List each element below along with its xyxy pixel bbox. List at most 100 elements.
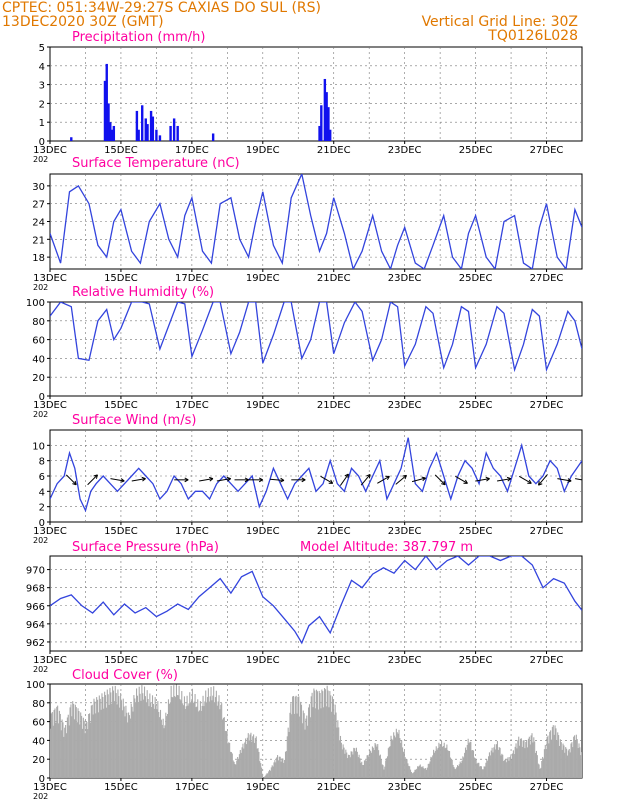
pressure-xtick-label: 25DEC: [459, 655, 493, 666]
wind-arrow-head: [258, 477, 263, 481]
cloud-bar: [472, 750, 474, 778]
cloud-bar: [81, 728, 84, 778]
cloud-bar: [331, 711, 333, 778]
cloud-bar: [178, 685, 180, 778]
cloud-bar: [334, 704, 336, 778]
cloud-bar: [333, 714, 335, 778]
cloud-bar: [462, 756, 464, 778]
cloud-bar: [503, 760, 505, 778]
cloud-bar: [569, 752, 571, 778]
cloud-bar: [160, 719, 162, 778]
cloud-bar: [263, 776, 265, 778]
cloud-bar: [343, 747, 345, 778]
cloud-bar: [196, 706, 198, 778]
cloud-bar: [544, 744, 546, 778]
pressure-xtick-label: 23DEC: [388, 655, 422, 666]
cloud-bar: [61, 719, 63, 778]
wind-arrow-head: [301, 477, 306, 481]
header-model-code: TQ0126L028: [487, 28, 578, 44]
cloud-bar: [538, 764, 540, 778]
cloud-bar: [429, 761, 431, 778]
cloud-bar: [210, 687, 212, 778]
cloud-bar: [539, 768, 541, 778]
cloud-bar: [548, 743, 550, 778]
cloud-bar: [558, 745, 561, 778]
header-source-line: CPTEC: 051:34W-29:27S CAXIAS DO SUL (RS): [2, 0, 321, 16]
cloud-bar: [291, 714, 293, 778]
cloud-bar: [212, 695, 214, 778]
cloud-ytick-label: 100: [26, 680, 45, 691]
cloud-bar: [175, 697, 177, 778]
cloud-bar: [499, 747, 501, 778]
cloud-bar: [456, 767, 458, 778]
cloud-bar: [509, 757, 511, 778]
cloud-bar: [76, 722, 78, 778]
cloud-bar: [518, 736, 520, 778]
wind-arrow-head: [507, 478, 512, 482]
cloud-bar: [528, 736, 530, 778]
header-date-line: 13DEC2020 30Z (GMT): [2, 14, 164, 30]
cloud-bar: [402, 752, 404, 778]
cloud-bar: [168, 703, 170, 778]
rh-xtick-label: 27DEC: [530, 400, 564, 411]
cloud-bar: [300, 701, 302, 778]
cloud-bar: [155, 705, 157, 778]
cloud-bar: [469, 741, 471, 778]
cloud-bar: [309, 717, 311, 778]
cloud-bar: [115, 693, 117, 778]
wind-arrow: [557, 478, 572, 482]
cloud-bar: [253, 734, 255, 778]
cloud-bar: [302, 710, 304, 778]
cloud-bar: [220, 704, 222, 778]
cloud-bar: [249, 734, 251, 778]
pressure-ytick-label: 966: [26, 602, 45, 613]
cloud-bar: [370, 752, 373, 778]
cloud-bar: [112, 686, 114, 778]
cloud-bar: [513, 754, 515, 778]
cloud-bar: [51, 712, 53, 778]
cloud-bar: [73, 703, 75, 778]
cloud-bar: [191, 688, 193, 778]
cloud-bar: [271, 765, 273, 778]
cloud-bar: [245, 744, 248, 778]
wind-xtick-label: 15DEC: [104, 526, 138, 537]
wind-arrow: [496, 478, 511, 482]
cloud-bar: [376, 746, 378, 778]
cloud-bar: [230, 752, 232, 778]
cloud-bar: [156, 709, 158, 778]
cloud-bar: [390, 735, 392, 778]
cloud-bar: [97, 712, 99, 778]
wind-arrow-head: [441, 483, 446, 486]
cloud-bar: [566, 748, 568, 778]
cloud-bar: [448, 751, 450, 778]
cloud-bar: [417, 766, 419, 778]
cloud-bar: [77, 708, 79, 778]
cloud-bar: [58, 710, 60, 778]
cloud-bar: [406, 759, 408, 778]
precip-bar: [328, 129, 332, 141]
cloud-bar: [159, 709, 162, 778]
cloud-bar: [368, 756, 370, 778]
cloud-bar: [184, 709, 186, 778]
cloud-bar: [428, 763, 430, 778]
cloud-bar: [339, 740, 341, 778]
precip-bar: [103, 80, 107, 141]
cloud-bar: [289, 712, 291, 778]
cloud-bar: [574, 740, 577, 778]
cloud-bar: [535, 752, 537, 778]
cloud-bar: [445, 747, 447, 778]
wind-arrow-head: [301, 479, 306, 483]
humidity-title: Relative Humidity (%): [72, 285, 214, 300]
wind-arrow-head: [142, 478, 146, 482]
cloud-bar: [535, 750, 537, 778]
cloud-bar: [562, 743, 564, 778]
cloud-bar: [100, 709, 102, 778]
cloud-bar: [211, 700, 213, 778]
cloud-bar: [197, 699, 199, 778]
cloud-bar: [532, 742, 534, 778]
cloud-bar: [64, 727, 66, 778]
precip-bar: [320, 105, 323, 141]
pressure-xtick-label: 27DEC: [530, 655, 564, 666]
cloud-bar: [340, 742, 342, 778]
cloud-bar: [188, 703, 190, 778]
